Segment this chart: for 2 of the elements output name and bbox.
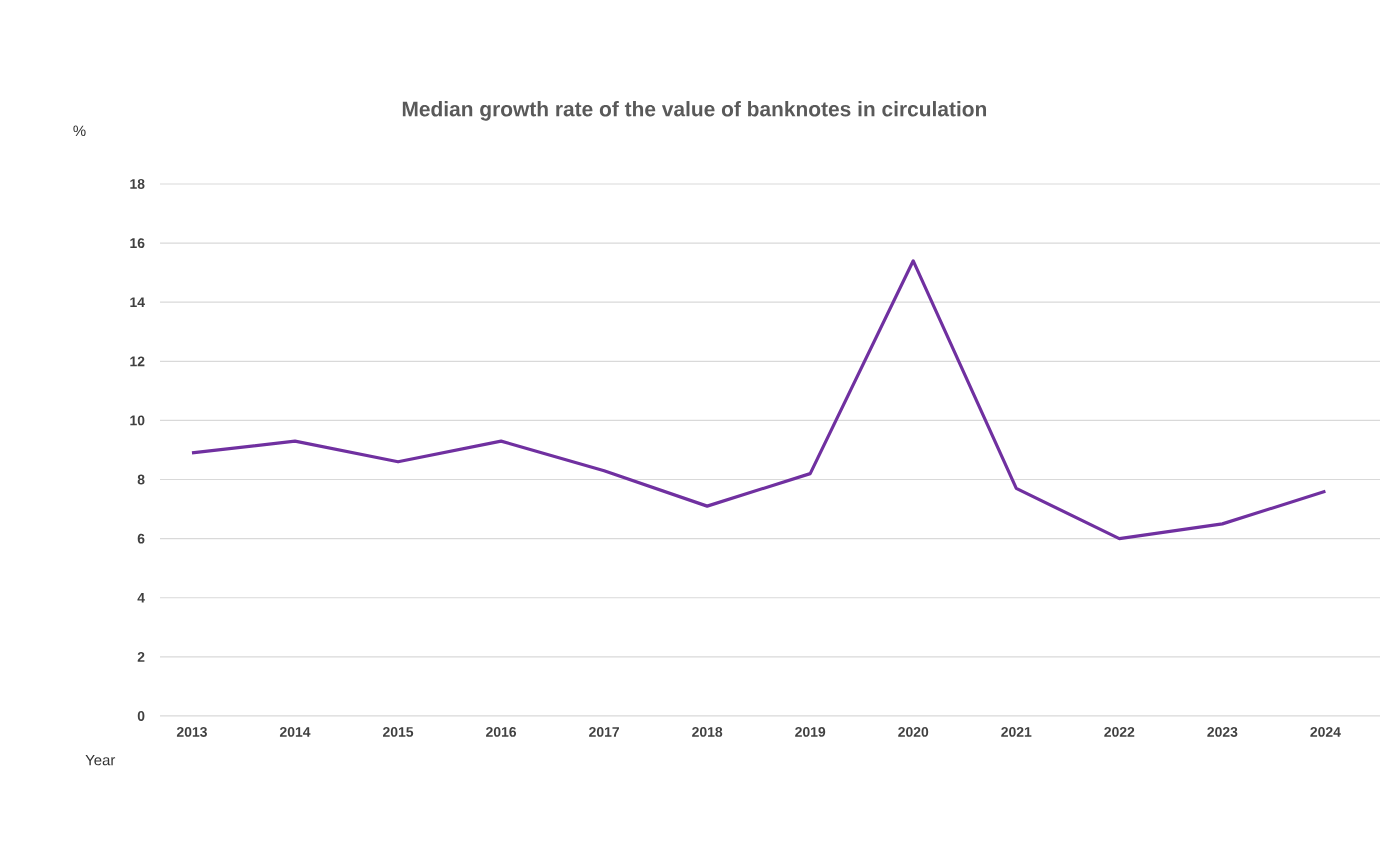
line-series [190,259,1328,541]
chart-title: Median growth rate of the value of banknotes in circulation [402,101,987,121]
